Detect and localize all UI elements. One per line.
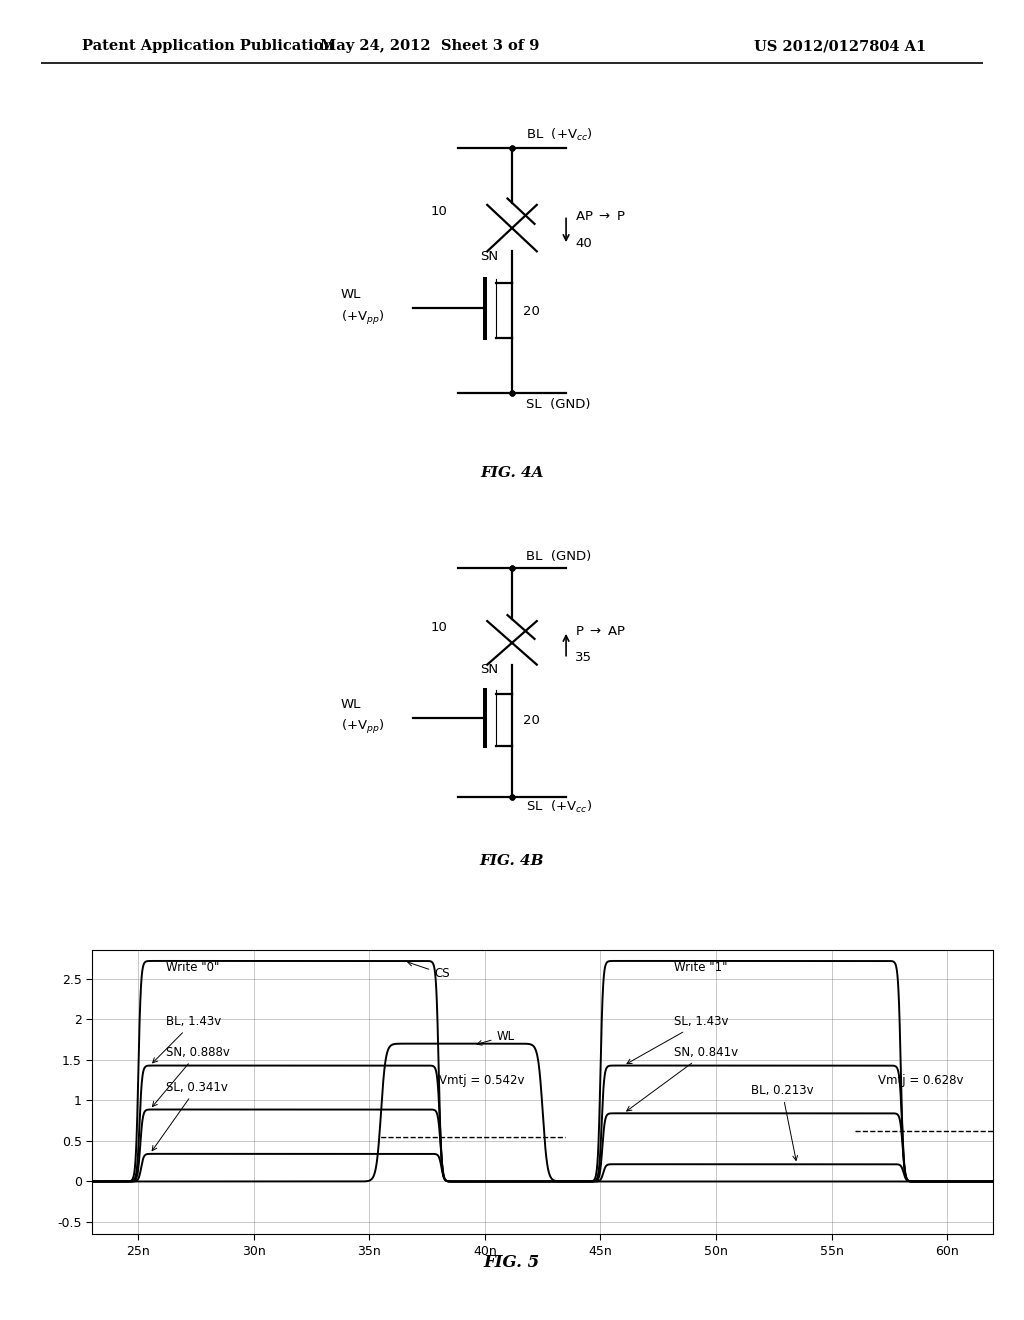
Text: BL, 1.43v: BL, 1.43v	[153, 1015, 221, 1063]
Text: (+V$_{pp}$): (+V$_{pp}$)	[341, 309, 384, 327]
Text: FIG. 5: FIG. 5	[484, 1254, 540, 1271]
Text: FIG. 4B: FIG. 4B	[480, 854, 544, 867]
Text: WL: WL	[341, 698, 361, 711]
Text: May 24, 2012  Sheet 3 of 9: May 24, 2012 Sheet 3 of 9	[321, 40, 540, 53]
Text: CS: CS	[408, 961, 450, 981]
Text: P $\rightarrow$ AP: P $\rightarrow$ AP	[575, 624, 627, 638]
Text: SN: SN	[480, 663, 499, 676]
Text: Patent Application Publication: Patent Application Publication	[82, 40, 334, 53]
Text: SN, 0.888v: SN, 0.888v	[153, 1045, 230, 1106]
Text: SN, 0.841v: SN, 0.841v	[627, 1045, 738, 1111]
Text: Write "0": Write "0"	[166, 961, 219, 974]
Text: 20: 20	[523, 305, 540, 318]
Text: SN: SN	[480, 249, 499, 263]
Text: FIG. 4A: FIG. 4A	[480, 466, 544, 480]
Text: BL  (GND): BL (GND)	[525, 549, 591, 562]
Text: BL  (+V$_{cc}$): BL (+V$_{cc}$)	[525, 128, 593, 144]
Text: Write "1": Write "1"	[675, 961, 728, 974]
Text: SL  (GND): SL (GND)	[525, 397, 590, 411]
Text: WL: WL	[341, 288, 361, 301]
Text: SL, 0.341v: SL, 0.341v	[153, 1081, 228, 1151]
Text: WL: WL	[477, 1030, 515, 1045]
Text: Vmtj = 0.628v: Vmtj = 0.628v	[878, 1074, 964, 1088]
Text: AP $\rightarrow$ P: AP $\rightarrow$ P	[575, 210, 627, 223]
Text: US 2012/0127804 A1: US 2012/0127804 A1	[754, 40, 926, 53]
Text: Vmtj = 0.542v: Vmtj = 0.542v	[438, 1074, 524, 1088]
Text: SL  (+V$_{cc}$): SL (+V$_{cc}$)	[525, 799, 592, 816]
Text: 40: 40	[575, 238, 592, 249]
Text: 10: 10	[431, 620, 447, 634]
Text: BL, 0.213v: BL, 0.213v	[751, 1084, 813, 1160]
Text: SL, 1.43v: SL, 1.43v	[627, 1015, 729, 1064]
Text: 10: 10	[431, 206, 447, 218]
Text: 35: 35	[575, 651, 592, 664]
Text: (+V$_{pp}$): (+V$_{pp}$)	[341, 718, 384, 737]
Text: 20: 20	[523, 714, 540, 727]
